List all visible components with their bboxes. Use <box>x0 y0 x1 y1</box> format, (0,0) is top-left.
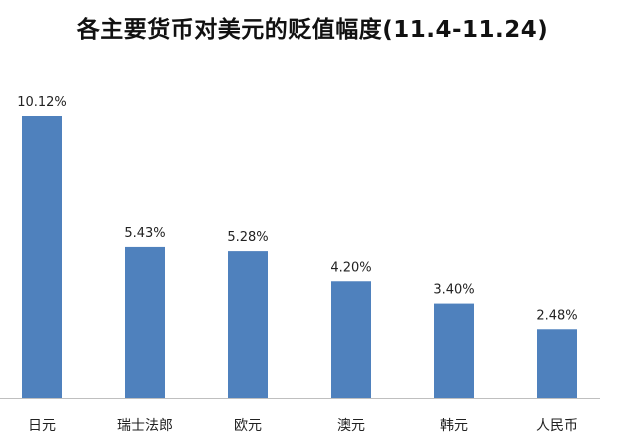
category-label-5: 人民币 <box>536 418 578 434</box>
bar-5 <box>537 329 577 399</box>
chart-title: 各主要货币对美元的贬值幅度(11.4-11.24) <box>76 17 549 43</box>
data-label-0: 10.12% <box>17 95 67 110</box>
data-label-3: 4.20% <box>330 260 371 275</box>
bar-3 <box>331 281 371 399</box>
bar-1 <box>125 246 165 399</box>
category-label-0: 日元 <box>28 418 56 434</box>
category-label-3: 澳元 <box>337 418 365 434</box>
category-label-4: 韩元 <box>440 418 468 434</box>
bar-0 <box>22 116 62 399</box>
data-label-2: 5.28% <box>227 230 268 245</box>
bar-2 <box>228 251 268 399</box>
bars-layer <box>22 116 577 399</box>
data-label-4: 3.40% <box>433 283 474 298</box>
labels-layer: 10.12% 日元 5.43% 瑞士法郎 5.28% 欧元 4.20% 澳元 3.40% 韩元 2.… <box>17 95 578 434</box>
category-label-2: 欧元 <box>234 418 262 434</box>
data-label-5: 2.48% <box>536 308 577 323</box>
category-label-1: 瑞士法郎 <box>117 418 173 434</box>
bar-4 <box>434 303 474 399</box>
data-label-1: 5.43% <box>124 226 165 241</box>
